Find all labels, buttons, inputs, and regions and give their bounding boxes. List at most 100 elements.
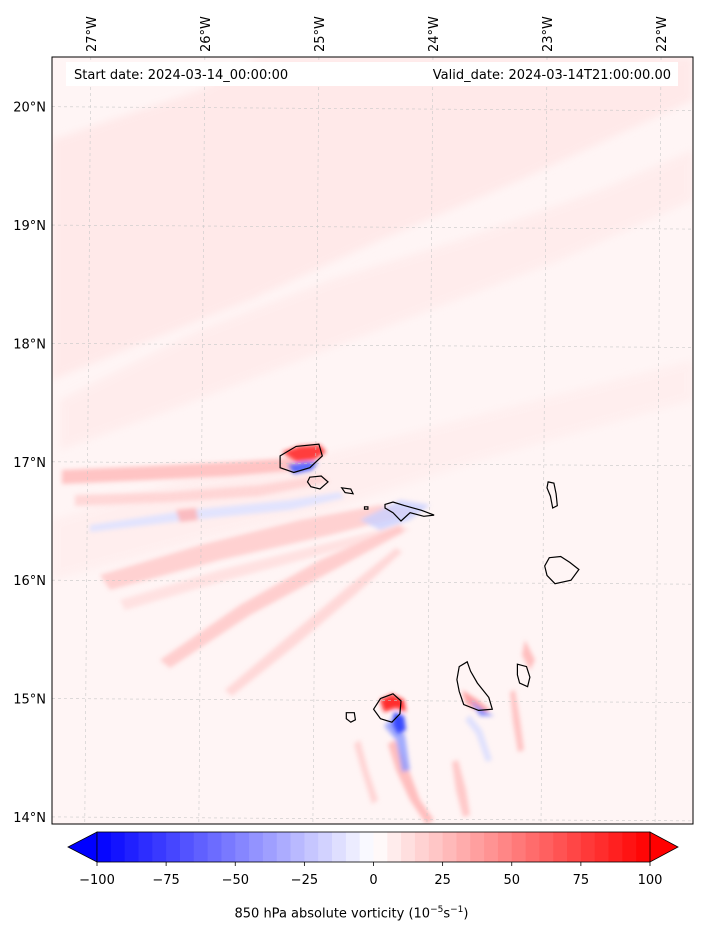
colorbar-tick-label: 100 — [638, 873, 663, 888]
colorbar-level — [152, 832, 167, 862]
colorbar-level — [580, 832, 596, 862]
colorbar-extend-low — [67, 831, 98, 863]
map-frame — [51, 56, 694, 825]
island-santiago — [456, 660, 494, 712]
lat-tick-label: 20°N — [13, 101, 46, 116]
lat-gridline — [52, 343, 693, 348]
colorbar-extend-high — [649, 831, 679, 863]
colorbar-level — [235, 832, 250, 862]
lat-tick-label: 17°N — [13, 456, 46, 471]
lat-tick-label: 18°N — [13, 337, 46, 352]
lon-gridline — [540, 57, 548, 824]
island-fogo — [372, 693, 402, 723]
colorbar-level — [608, 832, 623, 862]
colorbar-tick-label: 0 — [369, 873, 377, 888]
coastlines — [279, 443, 580, 723]
lat-gridline — [52, 461, 693, 467]
colorbar-level — [124, 832, 139, 862]
colorbar-level — [539, 832, 554, 862]
colorbar-level — [249, 832, 264, 862]
colorbar-level — [511, 832, 527, 862]
longitude-tick-labels: 27°W 26°W 25°W 24°W 23°W 22°W — [85, 16, 670, 52]
island-santa-luzia — [340, 487, 355, 495]
lat-gridline — [52, 579, 693, 585]
colorbar-level — [262, 832, 278, 862]
colorbar-level — [401, 832, 416, 862]
colorbar-level — [332, 832, 347, 862]
header-box — [66, 62, 678, 86]
lon-gridline — [312, 57, 320, 824]
island-santo-antao — [279, 443, 323, 474]
colorbar-level — [110, 832, 126, 862]
colorbar-level — [221, 832, 236, 862]
valid-date-label: Valid_date: 2024-03-14T21:00:00.00 — [433, 68, 671, 83]
lat-gridline — [52, 224, 693, 230]
colorbar-level — [97, 832, 112, 862]
latitude-tick-labels: 20°N 19°N 18°N 17°N 16°N 15°N 14°N — [13, 101, 46, 826]
lon-gridline — [426, 57, 434, 824]
colorbar-level — [497, 832, 513, 862]
lon-tick-label: 23°W — [541, 16, 556, 52]
lon-gridline — [654, 57, 662, 824]
colorbar-level — [428, 832, 444, 862]
colorbar-level — [359, 832, 374, 862]
colorbar-level — [594, 832, 610, 862]
lon-tick-label: 25°W — [313, 16, 328, 52]
island-boa-vista — [544, 555, 580, 585]
lat-tick-label: 15°N — [13, 693, 46, 708]
lon-tick-label: 22°W — [655, 16, 670, 52]
colorbar-tick-label: −100 — [79, 873, 115, 888]
colorbar-level — [622, 832, 637, 862]
vorticity-field — [52, 57, 693, 824]
island-sao-vicente — [306, 475, 329, 490]
colorbar-level — [318, 832, 333, 862]
colorbar: −100 −75 −50 −25 0 25 50 75 100 — [67, 831, 679, 888]
colorbar-level — [290, 832, 305, 862]
lat-gridline — [52, 106, 693, 112]
colorbar-level — [276, 832, 292, 862]
lon-gridline — [198, 57, 206, 824]
gridlines — [52, 57, 693, 824]
island-brava — [345, 712, 357, 723]
colorbar-level — [387, 832, 402, 862]
colorbar-level — [166, 832, 181, 862]
colorbar-tick-label: −25 — [291, 873, 318, 888]
lon-tick-label: 27°W — [85, 16, 100, 52]
colorbar-level — [414, 832, 430, 862]
colorbar-level — [553, 832, 568, 862]
colorbar-level — [304, 832, 319, 862]
island-sao-nicolau — [384, 501, 435, 522]
colorbar-tick-label: −50 — [222, 873, 249, 888]
colorbar-level — [470, 832, 485, 862]
lon-tick-label: 26°W — [199, 16, 214, 52]
colorbar-level — [484, 832, 499, 862]
colorbar-level — [567, 832, 582, 862]
colorbar-level — [179, 832, 195, 862]
colorbar-tick-label: 75 — [573, 873, 590, 888]
lat-tick-label: 16°N — [13, 574, 46, 589]
colorbar-level — [373, 832, 388, 862]
colorbar-level — [138, 832, 153, 862]
colorbar-level — [456, 832, 471, 862]
colorbar-level — [193, 832, 209, 862]
island-sal — [546, 481, 558, 509]
lat-gridline — [52, 698, 693, 703]
colorbar-level — [636, 832, 651, 862]
island-raso — [363, 506, 369, 510]
lat-gridline — [52, 816, 693, 822]
lat-tick-label: 19°N — [13, 219, 46, 234]
colorbar-level — [207, 832, 222, 862]
colorbar-level — [525, 832, 540, 862]
start-date-label: Start date: 2024-03-14_00:00:00 — [74, 68, 288, 83]
lat-tick-label: 14°N — [13, 811, 46, 826]
lon-tick-label: 24°W — [427, 16, 442, 52]
colorbar-level — [442, 832, 457, 862]
colorbar-label: 850 hPa absolute vorticity (10−5s−1) — [234, 905, 469, 922]
colorbar-tick-label: −75 — [152, 873, 179, 888]
island-maio — [516, 663, 531, 688]
colorbar-tick-label: 25 — [434, 873, 451, 888]
colorbar-level — [345, 832, 361, 862]
colorbar-tick-label: 50 — [504, 873, 521, 888]
lon-gridline — [84, 57, 92, 824]
